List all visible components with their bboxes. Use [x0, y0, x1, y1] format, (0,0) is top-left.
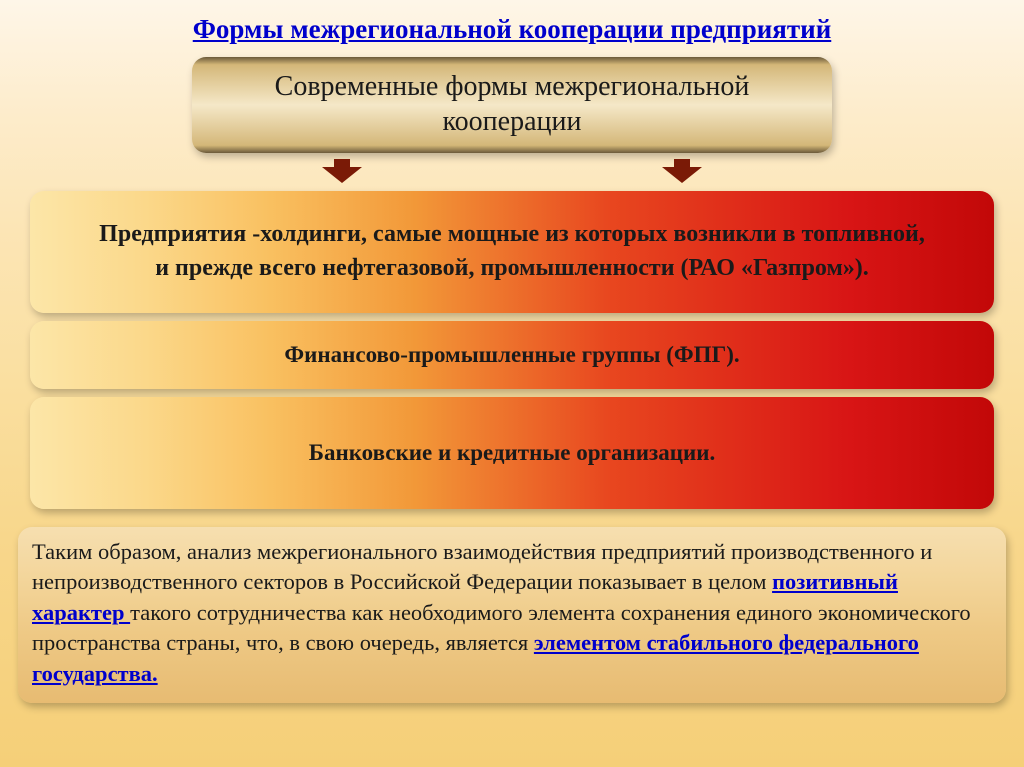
- block-text: Финансово-промышленные группы (ФПГ).: [284, 342, 739, 368]
- arrow-row: [0, 159, 1024, 183]
- block-holdings: Предприятия -холдинги, самые мощные из к…: [30, 191, 994, 313]
- subtitle-box: Современные формы межрегиональной коопер…: [192, 57, 832, 153]
- block-text: Банковские и кредитные организации.: [309, 440, 716, 466]
- summary-box: Таким образом, анализ межрегионального в…: [18, 527, 1006, 703]
- down-arrow-icon: [322, 159, 362, 183]
- block-text: Предприятия -холдинги, самые мощные из к…: [90, 218, 934, 285]
- page-title: Формы межрегиональной кооперации предпри…: [0, 0, 1024, 49]
- down-arrow-icon: [662, 159, 702, 183]
- block-banks: Банковские и кредитные организации.: [30, 397, 994, 509]
- block-fpg: Финансово-промышленные группы (ФПГ).: [30, 321, 994, 389]
